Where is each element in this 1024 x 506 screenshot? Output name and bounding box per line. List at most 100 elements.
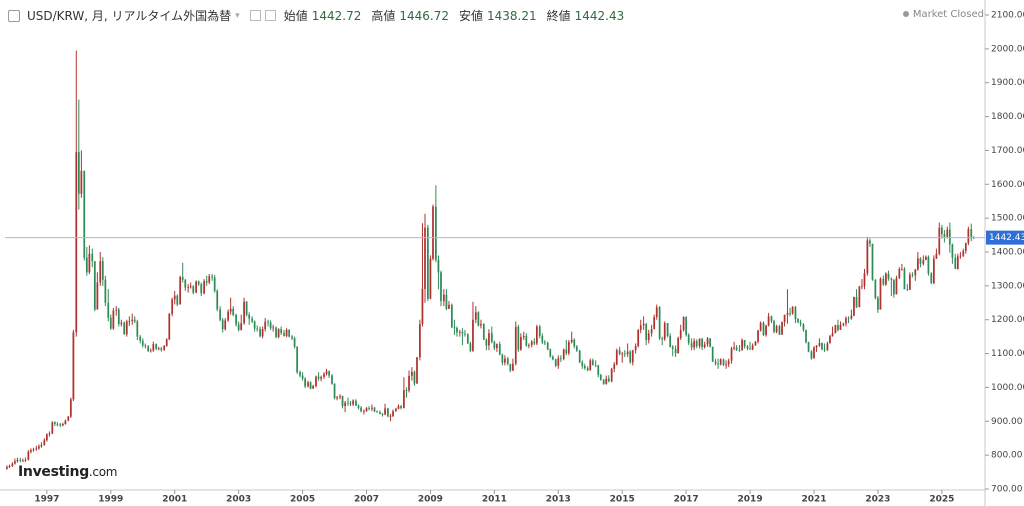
candle-body	[424, 227, 426, 289]
candle-body	[853, 297, 855, 316]
candle-body	[914, 269, 917, 276]
candle-body	[80, 170, 83, 194]
candle-body	[139, 336, 142, 341]
candle-body	[781, 322, 783, 335]
candle-body	[6, 466, 8, 469]
candle-body	[269, 322, 272, 329]
candle-body	[131, 319, 134, 322]
candle-body	[629, 351, 632, 363]
candle-body	[261, 329, 264, 337]
candle-body	[445, 294, 448, 309]
candle-body	[839, 324, 842, 330]
candle-body	[946, 229, 949, 237]
candle-body	[956, 256, 959, 269]
candle-body	[293, 338, 296, 347]
candle-body	[743, 340, 746, 347]
candle-body	[328, 371, 330, 376]
candle-body	[679, 329, 682, 338]
candle-body	[962, 250, 965, 256]
candle-body	[8, 465, 11, 467]
candle-body	[211, 276, 213, 278]
candle-body	[927, 256, 930, 274]
candle-body	[922, 260, 925, 264]
candle-body	[277, 329, 280, 337]
y-tick-label: 900.00	[991, 417, 1023, 427]
y-tick-label: 700.00	[991, 485, 1023, 495]
candle-body	[437, 259, 440, 273]
candle-body	[647, 333, 650, 341]
candle-body	[594, 365, 597, 366]
candle-body	[104, 279, 107, 303]
candle-body	[88, 253, 91, 273]
candle-body	[93, 261, 96, 310]
candle-body	[384, 408, 386, 415]
candle-body	[442, 294, 445, 302]
candle-body	[296, 346, 299, 373]
candle-body	[562, 349, 565, 359]
candle-body	[195, 281, 198, 293]
candle-body	[43, 440, 46, 445]
candle-body	[200, 284, 203, 294]
x-tick-label: 2025	[929, 495, 954, 505]
candle-body	[368, 408, 370, 409]
candle-body	[762, 322, 765, 335]
y-tick-label: 1500.00	[991, 214, 1024, 224]
candle-body	[363, 411, 365, 412]
x-tick-label: 2021	[801, 495, 826, 505]
candle-body	[349, 403, 352, 405]
candle-body	[517, 326, 520, 350]
candle-body	[227, 311, 229, 321]
candle-body	[735, 347, 738, 351]
y-tick-label: 2100.00	[991, 11, 1024, 21]
candle-body	[16, 459, 19, 462]
logo-text: Investing	[18, 464, 89, 480]
candle-body	[419, 324, 421, 358]
candle-body	[160, 348, 163, 350]
candle-body	[722, 359, 725, 366]
candle-body	[40, 444, 43, 447]
candle-body	[421, 288, 424, 325]
candle-body	[67, 416, 70, 421]
candle-body	[829, 336, 831, 344]
candle-body	[101, 261, 104, 280]
candle-body	[954, 257, 957, 269]
candle-body	[107, 302, 110, 318]
candle-body	[96, 282, 99, 310]
candle-body	[757, 330, 759, 342]
candle-body	[147, 346, 150, 352]
candle-body	[575, 346, 578, 351]
candle-body	[203, 281, 206, 294]
candle-body	[501, 354, 504, 363]
price-tag	[986, 230, 1024, 245]
candle-body	[903, 268, 906, 290]
low-value: 1438.21	[487, 8, 537, 23]
candle-body	[522, 335, 525, 337]
candle-body	[823, 349, 826, 351]
candle-body	[216, 290, 219, 310]
candle-body	[970, 228, 973, 239]
candle-body	[197, 281, 200, 285]
candle-body	[528, 345, 530, 346]
candle-body	[863, 273, 866, 286]
logo-suffix: .com	[88, 465, 118, 479]
candle-body	[786, 313, 789, 315]
candle-body	[405, 390, 408, 391]
candle-body	[69, 399, 72, 417]
candle-body	[411, 371, 413, 376]
candle-body	[264, 321, 267, 330]
dropdown[interactable]: ▾	[235, 10, 240, 21]
candle-body	[807, 342, 810, 352]
candle-body	[618, 350, 621, 354]
candle-body	[392, 411, 394, 417]
candle-body	[919, 258, 922, 264]
candle-body	[959, 255, 962, 257]
candle-body	[917, 258, 919, 270]
candle-body	[339, 396, 341, 398]
candle-body	[855, 297, 858, 308]
candle-body	[123, 322, 126, 335]
candle-body	[738, 350, 741, 351]
candle-body	[586, 368, 589, 371]
candle-body	[141, 340, 144, 346]
candle-body	[645, 323, 648, 341]
candle-body	[355, 400, 357, 406]
